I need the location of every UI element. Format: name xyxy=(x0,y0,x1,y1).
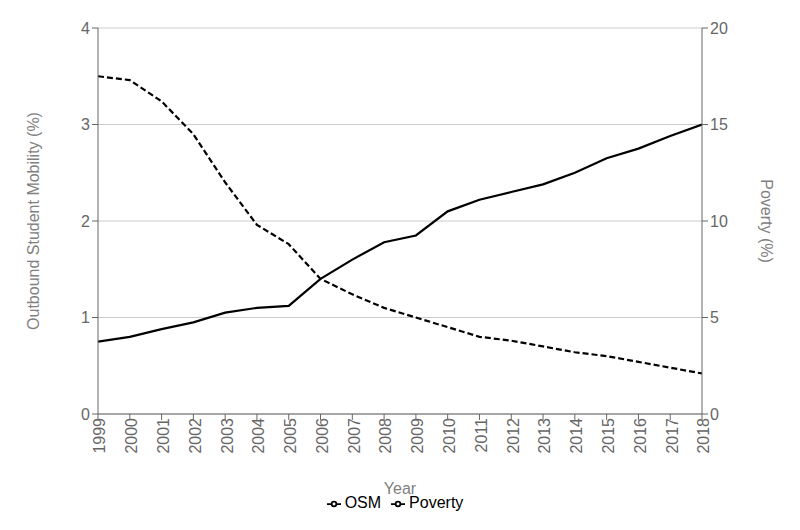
svg-text:1: 1 xyxy=(81,309,90,326)
svg-text:2005: 2005 xyxy=(282,418,299,454)
svg-text:2008: 2008 xyxy=(377,418,394,454)
svg-text:5: 5 xyxy=(710,309,719,326)
svg-text:2013: 2013 xyxy=(536,418,553,454)
svg-text:15: 15 xyxy=(710,116,728,133)
svg-text:2003: 2003 xyxy=(219,418,236,454)
svg-text:Year: Year xyxy=(384,480,417,497)
svg-text:1999: 1999 xyxy=(91,418,108,454)
svg-text:2006: 2006 xyxy=(314,418,331,454)
svg-text:2009: 2009 xyxy=(409,418,426,454)
svg-text:2007: 2007 xyxy=(346,418,363,454)
svg-text:Outbound Student Mobility (%): Outbound Student Mobility (%) xyxy=(25,112,42,330)
svg-text:2012: 2012 xyxy=(505,418,522,454)
svg-text:2011: 2011 xyxy=(473,418,490,453)
svg-text:2016: 2016 xyxy=(632,418,649,454)
svg-text:2000: 2000 xyxy=(123,418,140,454)
svg-text:0: 0 xyxy=(710,406,719,423)
svg-text:2018: 2018 xyxy=(695,418,712,454)
svg-text:2015: 2015 xyxy=(600,418,617,454)
svg-text:2004: 2004 xyxy=(250,418,267,454)
svg-text:0: 0 xyxy=(81,406,90,423)
svg-text:2014: 2014 xyxy=(568,418,585,454)
svg-text:2002: 2002 xyxy=(187,418,204,454)
svg-text:20: 20 xyxy=(710,20,728,37)
svg-text:2: 2 xyxy=(81,213,90,230)
svg-text:10: 10 xyxy=(710,213,728,230)
html-text:Poverty: Poverty xyxy=(409,494,464,511)
svg-text:2010: 2010 xyxy=(441,418,458,454)
svg-text:3: 3 xyxy=(81,116,90,133)
html-text:OSM: OSM xyxy=(344,494,382,511)
svg-text:2001: 2001 xyxy=(155,418,172,454)
svg-text:2017: 2017 xyxy=(664,418,681,454)
svg-text:4: 4 xyxy=(81,20,90,37)
svg-text:Poverty (%): Poverty (%) xyxy=(758,179,775,263)
